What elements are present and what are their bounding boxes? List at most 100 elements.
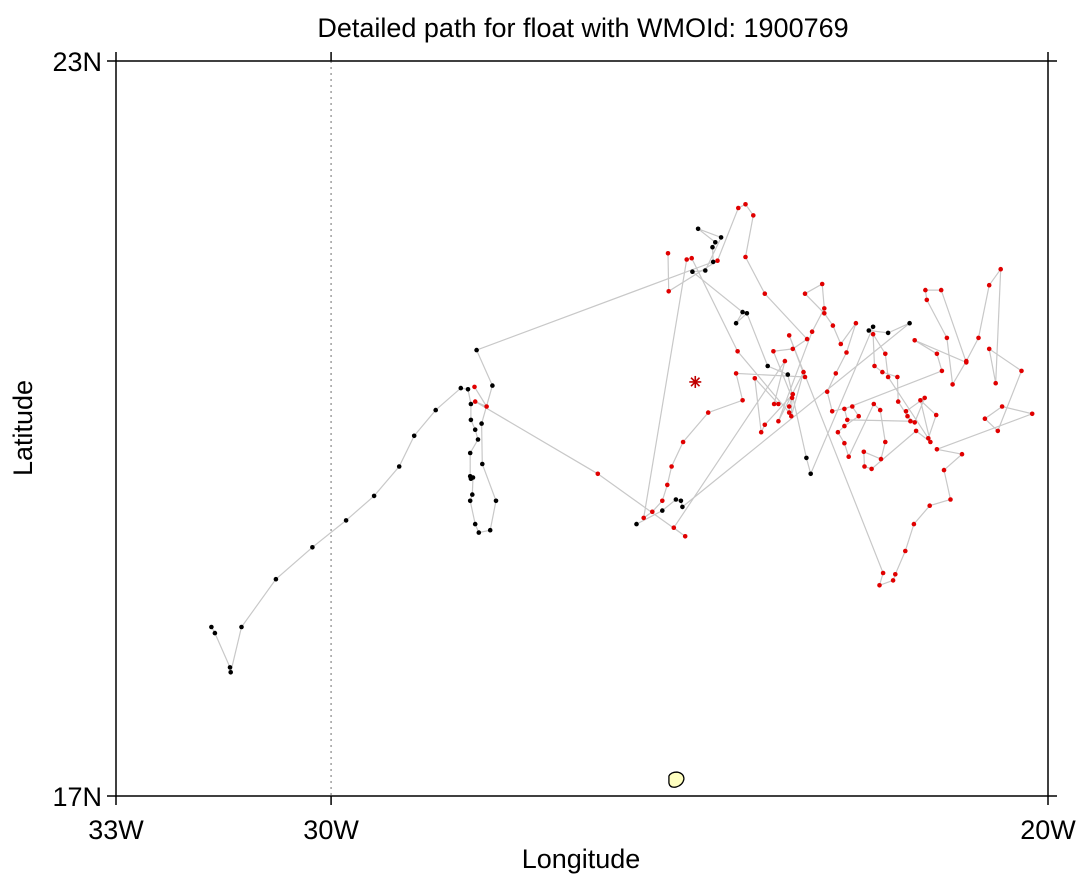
series-0-point-8 xyxy=(371,493,377,499)
series-1-point-109 xyxy=(752,376,758,381)
series-1-point-84 xyxy=(911,521,917,527)
series-0-point-52 xyxy=(673,497,679,502)
axis-ticks: 33W 30W 20W 17N 23N xyxy=(52,47,1076,845)
start-marker-stroke xyxy=(690,377,701,387)
series-1-point-116 xyxy=(472,399,478,404)
series-0-point-35 xyxy=(695,226,701,232)
series-0-point-24 xyxy=(472,521,478,527)
series-0-point-42 xyxy=(765,363,770,369)
chart-title: Detailed path for float with WMOId: 1900… xyxy=(317,13,848,43)
series-1-point-76 xyxy=(982,416,988,422)
series-0-point-5 xyxy=(273,576,279,582)
series-1-point-82 xyxy=(948,497,953,502)
series-1-point-118 xyxy=(472,384,477,390)
series-1-point-25 xyxy=(824,389,830,395)
series-1-point-10 xyxy=(771,349,776,354)
series-0-point-30 xyxy=(490,383,495,388)
series-1-point-106 xyxy=(790,391,796,397)
series-1-point-49 xyxy=(880,369,885,375)
series-1-point-85 xyxy=(903,548,908,554)
series-1-point-3 xyxy=(736,205,741,211)
series-0-point-39 xyxy=(740,309,745,315)
series-1-point-17 xyxy=(819,281,825,287)
series-1-point-67 xyxy=(950,382,955,387)
series-1-point-114 xyxy=(682,534,688,539)
series-0-point-22 xyxy=(470,492,475,497)
series-1-point-88 xyxy=(877,583,882,588)
series-1-point-100 xyxy=(641,515,646,521)
series-1-point-90 xyxy=(786,333,792,338)
series-1-point-111 xyxy=(771,401,777,407)
series-1-point-30 xyxy=(835,429,841,435)
series-1-point-89 xyxy=(880,570,886,576)
series-1-point-96 xyxy=(669,464,674,469)
series-1-point-108 xyxy=(758,429,764,435)
series-1-point-24 xyxy=(833,371,839,376)
series-1-point-16 xyxy=(822,306,827,311)
series-1-point-4 xyxy=(743,202,748,207)
series-0-point-45 xyxy=(808,471,813,477)
series-1-point-95 xyxy=(680,439,686,445)
series-0-point-4 xyxy=(239,624,244,630)
series-1-point-14 xyxy=(776,418,781,424)
series-1-point-36 xyxy=(878,456,884,462)
series-1-point-56 xyxy=(908,418,913,424)
series-1-point-72 xyxy=(993,380,998,386)
series-1-point-0 xyxy=(665,251,671,256)
series-1-point-51 xyxy=(895,399,901,404)
series-1-point-11 xyxy=(789,395,795,401)
series-1-point-102 xyxy=(689,255,694,261)
y-tick-label: 17N xyxy=(52,782,102,812)
series-0-point-38 xyxy=(690,269,695,275)
x-axis-label: Longitude xyxy=(522,844,641,874)
series-1-point-113 xyxy=(671,525,677,530)
series-1-point-98 xyxy=(660,498,665,504)
series-1-point-71 xyxy=(998,266,1003,272)
series-1-point-92 xyxy=(733,371,739,376)
island-shape xyxy=(668,771,685,788)
x-tick-label: 33W xyxy=(88,815,144,845)
series-0-point-25 xyxy=(476,530,482,535)
series-1-point-73 xyxy=(986,346,992,352)
series-1-point-97 xyxy=(665,482,670,488)
series-0-point-40 xyxy=(733,320,739,326)
series-1-point-20 xyxy=(830,323,836,328)
series-1-point-34 xyxy=(877,407,883,413)
series-1-point-50 xyxy=(895,374,900,380)
series-1-point-117 xyxy=(484,404,489,409)
series-1-point-39 xyxy=(869,466,874,472)
series-0-point-16 xyxy=(472,427,478,433)
series-1-point-1 xyxy=(666,289,671,294)
series-1-point-55 xyxy=(903,409,909,414)
series-0-point-15 xyxy=(468,417,474,423)
series-0-point-31 xyxy=(474,347,479,353)
series-1-point-35 xyxy=(883,439,888,445)
series-0-point-49 xyxy=(907,320,912,326)
y-axis-label: Latitude xyxy=(8,380,38,476)
series-1-point-5 xyxy=(751,213,756,218)
series-0-point-36 xyxy=(718,235,724,240)
series-0-point-2 xyxy=(227,665,233,670)
series-0-point-23 xyxy=(467,498,473,504)
series-0-point-17 xyxy=(475,437,481,442)
series-1-point-104 xyxy=(786,410,792,415)
series-1-point-13 xyxy=(801,369,806,375)
series-1-point-54 xyxy=(922,395,927,401)
series-1-point-43 xyxy=(933,412,939,418)
series-1-point-23 xyxy=(844,350,849,355)
series-1-point-107 xyxy=(762,422,768,428)
series-1-point-41 xyxy=(928,439,933,445)
series-1-point-22 xyxy=(853,320,859,326)
start-marker-icon xyxy=(689,375,702,388)
series-0-point-32 xyxy=(710,259,716,265)
series-0-point-13 xyxy=(465,387,471,392)
series-1-point-44 xyxy=(926,436,931,441)
series-1-point-15 xyxy=(809,329,815,335)
series-1-point-6 xyxy=(743,254,748,260)
series-0-point-44 xyxy=(804,455,809,461)
series-1-point-52 xyxy=(905,413,910,419)
series-1-point-68 xyxy=(964,358,969,364)
x-tick-label: 30W xyxy=(303,815,359,845)
series-1-point-2 xyxy=(715,258,720,264)
series-0-point-53 xyxy=(660,508,665,513)
